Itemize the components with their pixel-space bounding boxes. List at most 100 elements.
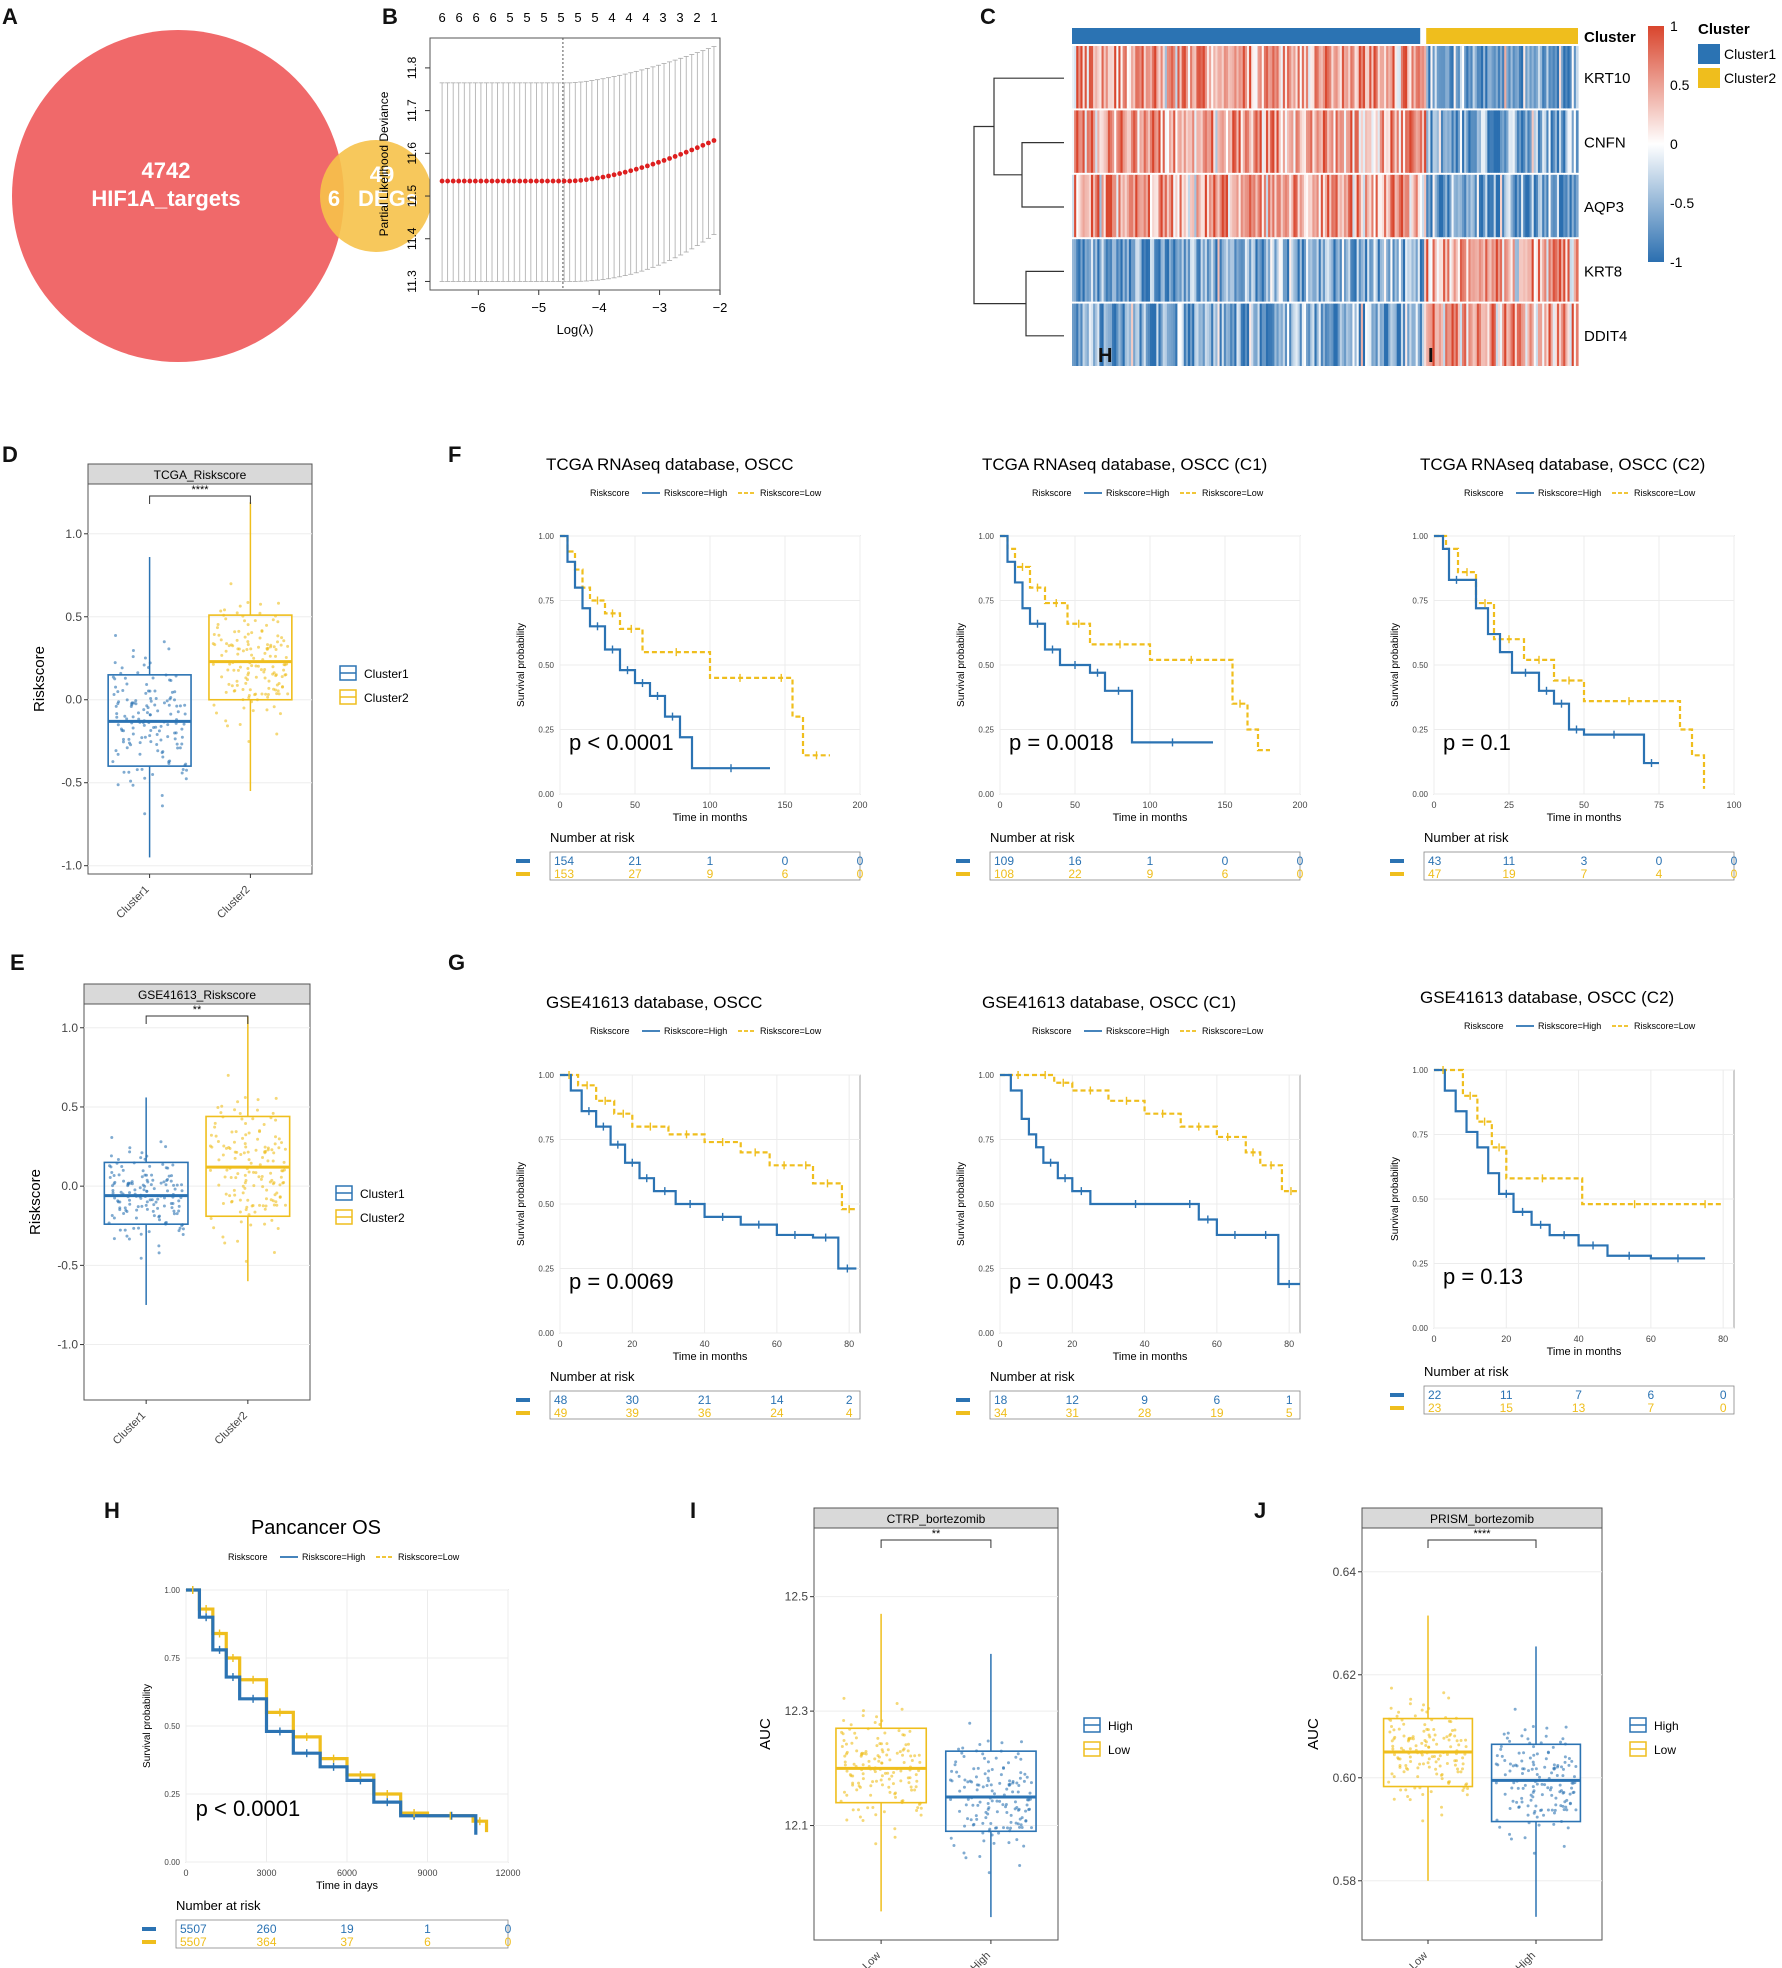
y-axis-label: Survival probability bbox=[956, 623, 967, 707]
heatmap-cell bbox=[1289, 239, 1292, 302]
heatmap-cell bbox=[1175, 46, 1179, 109]
jitter-point bbox=[282, 1168, 286, 1172]
jitter-point bbox=[247, 1158, 251, 1162]
heatmap-cell bbox=[1244, 174, 1248, 238]
heatmap-cell bbox=[1198, 110, 1202, 173]
jitter-point bbox=[278, 1195, 282, 1199]
risk-swatch-high bbox=[1390, 1393, 1404, 1397]
jitter-point bbox=[271, 1199, 275, 1203]
risk-swatch-low bbox=[956, 872, 970, 876]
heatmap-cell bbox=[1143, 239, 1147, 302]
heatmap-cell bbox=[1242, 46, 1246, 109]
significance-label: ** bbox=[193, 1004, 202, 1016]
jitter-point bbox=[271, 1111, 275, 1115]
heatmap-cell bbox=[1535, 46, 1539, 109]
jitter-point bbox=[952, 1844, 956, 1848]
jitter-point bbox=[845, 1769, 849, 1773]
jitter-point bbox=[148, 734, 152, 738]
heatmap-cell bbox=[1472, 303, 1476, 366]
heatmap-cell bbox=[1282, 174, 1286, 238]
jitter-point bbox=[216, 1140, 220, 1144]
heatmap-cell bbox=[1428, 174, 1432, 238]
heatmap-cell bbox=[1325, 46, 1328, 109]
heatmap-cell bbox=[1358, 303, 1362, 366]
heatmap-cell bbox=[1369, 110, 1372, 173]
heatmap-cell bbox=[1453, 303, 1457, 366]
jitter-point bbox=[184, 777, 188, 781]
heatmap-cell bbox=[1282, 46, 1286, 109]
jitter-point bbox=[217, 1158, 221, 1162]
heatmap-cell bbox=[1559, 303, 1562, 366]
jitter-point bbox=[146, 689, 150, 693]
heatmap-cell bbox=[1147, 110, 1151, 173]
x-tick-label: 100 bbox=[1726, 800, 1741, 810]
jitter-point bbox=[976, 1766, 980, 1770]
risk-table-header: Number at risk bbox=[550, 830, 635, 845]
jitter-point bbox=[842, 1718, 846, 1722]
jitter-point bbox=[272, 1203, 276, 1207]
jitter-point bbox=[282, 1181, 286, 1185]
heatmap-cell bbox=[1495, 303, 1499, 366]
heatmap-cell bbox=[1325, 303, 1328, 366]
heatmap-cell bbox=[1272, 303, 1275, 366]
jitter-point bbox=[142, 708, 146, 712]
heatmap-cell bbox=[1143, 174, 1147, 238]
heatmap-cell bbox=[1196, 239, 1200, 302]
heatmap-cell bbox=[1316, 239, 1320, 302]
heatmap-cell bbox=[1508, 303, 1512, 366]
jitter-point bbox=[998, 1799, 1002, 1803]
heatmap-cell bbox=[1544, 46, 1547, 109]
heatmap-cell bbox=[1118, 303, 1122, 366]
jitter-point bbox=[264, 1197, 268, 1201]
jitter-point bbox=[110, 1171, 114, 1175]
jitter-point bbox=[1561, 1791, 1565, 1795]
x-tick-label: High bbox=[1514, 1950, 1538, 1968]
jitter-point bbox=[1447, 1719, 1451, 1723]
deviance-point bbox=[550, 178, 556, 184]
jitter-point bbox=[893, 1835, 897, 1839]
panel-letter-j: J bbox=[1254, 1498, 1266, 1523]
jitter-point bbox=[249, 1161, 253, 1165]
jitter-point bbox=[260, 629, 264, 633]
heatmap-cell bbox=[1554, 110, 1558, 173]
heatmap-cell bbox=[1131, 174, 1134, 238]
deviance-point bbox=[489, 178, 495, 184]
heatmap-cell bbox=[1356, 303, 1360, 366]
heatmap-cell bbox=[1171, 174, 1174, 238]
x-tick-label: 40 bbox=[1574, 1334, 1584, 1344]
jitter-point bbox=[224, 649, 228, 653]
jitter-point bbox=[853, 1731, 857, 1735]
heatmap-cell bbox=[1284, 174, 1288, 238]
risk-table-frame bbox=[549, 851, 861, 881]
heatmap-cell bbox=[1339, 239, 1343, 302]
jitter-point bbox=[276, 689, 280, 693]
overlay-letter-i: I bbox=[1428, 345, 1434, 367]
risk-count-low: 24 bbox=[770, 1406, 784, 1420]
jitter-point bbox=[113, 661, 117, 665]
x-tick-label: 60 bbox=[1212, 1339, 1222, 1349]
panel-d-boxplot: TCGA_Riskscore1.00.50.0-0.5-1.0Riskscore… bbox=[31, 463, 409, 921]
heatmap-cell bbox=[1493, 110, 1497, 173]
panel-letters: A B C D E F G H I J bbox=[2, 4, 1266, 1523]
risk-count-high: 21 bbox=[698, 1393, 712, 1407]
jitter-point bbox=[1517, 1805, 1521, 1809]
heatmap-cell bbox=[1090, 174, 1094, 238]
jitter-point bbox=[975, 1788, 979, 1792]
jitter-point bbox=[895, 1701, 899, 1705]
heatmap-cell bbox=[1303, 239, 1307, 302]
jitter-point bbox=[209, 1133, 213, 1137]
heatmap-cell bbox=[1299, 239, 1303, 302]
heatmap-cell bbox=[1187, 303, 1191, 366]
jitter-point bbox=[248, 688, 252, 692]
heatmap-cell bbox=[1440, 174, 1444, 238]
jitter-point bbox=[263, 1222, 267, 1226]
y-tick-label: 0.25 bbox=[538, 726, 554, 735]
heatmap-cell bbox=[1466, 110, 1469, 173]
heatmap-cell bbox=[1249, 239, 1252, 302]
heatmap-cell bbox=[1358, 239, 1362, 302]
jitter-point bbox=[1495, 1754, 1499, 1758]
heatmap-cell bbox=[1232, 174, 1235, 238]
jitter-point bbox=[235, 683, 239, 687]
jitter-point bbox=[1522, 1751, 1526, 1755]
heatmap-cell bbox=[1314, 46, 1318, 109]
